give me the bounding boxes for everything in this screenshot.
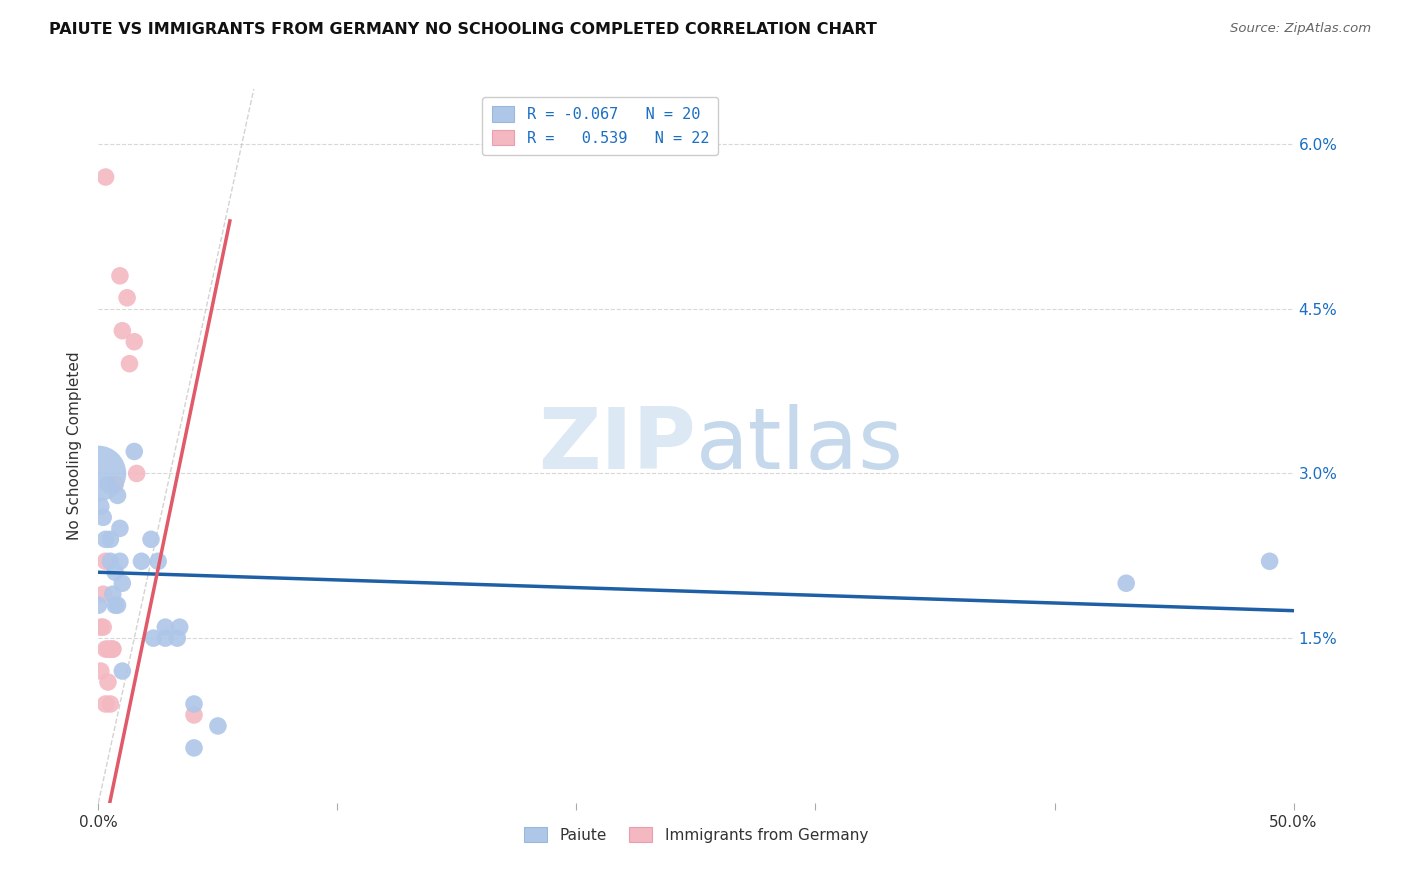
- Point: [87, 467, 110, 481]
- Point: [131, 554, 153, 568]
- Point: [94, 697, 117, 711]
- Point: [104, 477, 127, 491]
- Point: [108, 554, 131, 568]
- Point: [118, 357, 141, 371]
- Text: atlas: atlas: [696, 404, 904, 488]
- Point: [125, 467, 148, 481]
- Point: [98, 533, 122, 547]
- Point: [90, 664, 112, 678]
- Point: [139, 533, 162, 547]
- Point: [183, 697, 205, 711]
- Point: [101, 642, 124, 657]
- Point: [1115, 576, 1137, 591]
- Text: PAIUTE VS IMMIGRANTS FROM GERMANY NO SCHOOLING COMPLETED CORRELATION CHART: PAIUTE VS IMMIGRANTS FROM GERMANY NO SCH…: [49, 22, 877, 37]
- Point: [183, 708, 205, 723]
- Point: [124, 334, 146, 349]
- Point: [169, 620, 191, 634]
- Point: [97, 477, 120, 491]
- Point: [104, 566, 127, 580]
- Point: [207, 719, 229, 733]
- Point: [155, 620, 177, 634]
- Point: [94, 642, 117, 657]
- Text: Source: ZipAtlas.com: Source: ZipAtlas.com: [1230, 22, 1371, 36]
- Point: [108, 521, 131, 535]
- Point: [101, 587, 124, 601]
- Point: [111, 576, 134, 591]
- Point: [1258, 554, 1281, 568]
- Point: [104, 598, 127, 612]
- Point: [111, 664, 134, 678]
- Point: [91, 510, 114, 524]
- Point: [142, 631, 165, 645]
- Point: [97, 642, 120, 657]
- Point: [94, 533, 117, 547]
- Legend: Paiute, Immigrants from Germany: Paiute, Immigrants from Germany: [517, 821, 875, 848]
- Text: ZIP: ZIP: [538, 404, 696, 488]
- Point: [155, 631, 177, 645]
- Point: [94, 554, 117, 568]
- Point: [183, 740, 205, 755]
- Point: [107, 598, 129, 612]
- Point: [101, 642, 124, 657]
- Point: [91, 587, 114, 601]
- Point: [111, 324, 134, 338]
- Point: [107, 488, 129, 502]
- Point: [166, 631, 188, 645]
- Y-axis label: No Schooling Completed: No Schooling Completed: [67, 351, 83, 541]
- Point: [91, 620, 114, 634]
- Point: [98, 554, 122, 568]
- Point: [98, 697, 122, 711]
- Point: [90, 620, 112, 634]
- Point: [97, 675, 120, 690]
- Point: [94, 169, 117, 184]
- Point: [108, 268, 131, 283]
- Point: [148, 554, 170, 568]
- Point: [98, 642, 122, 657]
- Point: [115, 291, 138, 305]
- Point: [87, 598, 110, 612]
- Point: [124, 444, 146, 458]
- Point: [90, 500, 112, 514]
